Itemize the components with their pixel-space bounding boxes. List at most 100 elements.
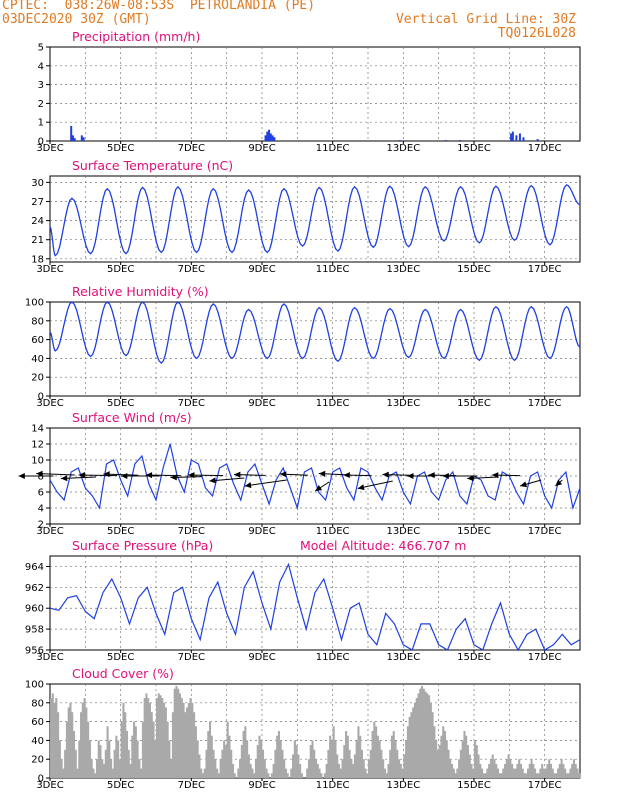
header-datetime-line: 03DEC2020 30Z (GMT) bbox=[2, 12, 151, 27]
cloud-bar bbox=[548, 759, 551, 778]
x-tick-label: 11DEC bbox=[316, 143, 350, 154]
cloud-bar bbox=[203, 768, 206, 778]
x-tick-label: 7DEC bbox=[178, 264, 205, 275]
cloud-bar bbox=[495, 763, 498, 778]
cloud-bar bbox=[458, 759, 461, 778]
x-tick-label: 17DEC bbox=[528, 652, 562, 663]
cloud-bar bbox=[258, 735, 261, 778]
cloud-bar bbox=[470, 763, 473, 778]
cloud-bar bbox=[175, 685, 178, 778]
cloud-bar bbox=[320, 773, 323, 778]
cloud-bar bbox=[539, 768, 542, 778]
x-tick-label: 9DEC bbox=[248, 264, 275, 275]
y-tick-label: 20 bbox=[31, 373, 44, 384]
cloud-bar bbox=[136, 740, 139, 778]
cloud-bar bbox=[276, 735, 279, 778]
panel-frame bbox=[49, 175, 581, 263]
x-tick-label: 7DEC bbox=[178, 526, 205, 537]
cloud-bar bbox=[277, 731, 280, 778]
cloud-bar bbox=[131, 735, 134, 778]
cloud-bar bbox=[419, 688, 422, 778]
cloud-bar bbox=[511, 763, 514, 778]
cloud-bar bbox=[207, 731, 210, 778]
y-tick-label: 10 bbox=[31, 456, 44, 467]
cloud-bar bbox=[447, 749, 450, 778]
cloud-bar bbox=[164, 707, 167, 778]
x-tick-label: 5DEC bbox=[107, 143, 134, 154]
x-tick-label: 13DEC bbox=[386, 652, 420, 663]
cloud-bar bbox=[198, 754, 201, 778]
cloud-bar bbox=[410, 712, 413, 778]
y-tick-label: 24 bbox=[31, 216, 44, 227]
cloud-bar bbox=[274, 749, 277, 778]
x-tick-label: 5DEC bbox=[107, 264, 134, 275]
panel-frame bbox=[49, 555, 581, 651]
precip-bar bbox=[518, 133, 521, 141]
y-tick-label: 12 bbox=[31, 440, 44, 451]
pressure-line bbox=[49, 562, 581, 652]
cloud-bar bbox=[168, 740, 171, 778]
cloud-bar bbox=[488, 763, 491, 778]
cloud-bar bbox=[166, 721, 169, 778]
cloud-bar bbox=[87, 721, 90, 778]
cloud-bar bbox=[145, 693, 148, 778]
cloud-bar bbox=[330, 740, 333, 778]
precip-bar bbox=[511, 131, 514, 141]
y-tick-label: 30 bbox=[31, 178, 44, 189]
cloud-bar bbox=[578, 773, 581, 778]
cloud-bar bbox=[558, 763, 561, 778]
cloud-bar bbox=[509, 759, 512, 778]
cloud-bar bbox=[380, 749, 383, 778]
cloud-bar bbox=[403, 754, 406, 778]
cloud-bar bbox=[498, 773, 501, 778]
cloud-bar bbox=[392, 731, 395, 778]
x-tick-label: 9DEC bbox=[248, 143, 275, 154]
x-tick-label: 15DEC bbox=[457, 780, 491, 791]
y-tick-label: 956 bbox=[25, 646, 44, 657]
temperature-line bbox=[49, 184, 581, 257]
wind-arrow-head bbox=[382, 471, 389, 478]
y-tick-label: 60 bbox=[31, 335, 44, 346]
cloud-bar bbox=[226, 721, 229, 778]
cloud-bar bbox=[125, 731, 129, 778]
cloud-bar bbox=[428, 695, 431, 778]
cloud-bar bbox=[491, 754, 494, 778]
cloud-bar bbox=[440, 735, 443, 778]
cloud-bar bbox=[69, 702, 72, 778]
cloud-bar bbox=[359, 735, 362, 778]
cloud-bar bbox=[348, 749, 351, 778]
cloud-bar bbox=[443, 731, 447, 778]
wind-arrow-head bbox=[60, 475, 68, 482]
precip-bar bbox=[515, 135, 518, 141]
wind-arrow-head bbox=[103, 471, 110, 478]
cloud-bar bbox=[486, 768, 489, 778]
x-tick-label: 11DEC bbox=[316, 780, 350, 791]
panel-title: Surface Wind (m/s) bbox=[72, 410, 192, 425]
cloud-bar bbox=[281, 749, 284, 778]
cloud-bar bbox=[290, 768, 293, 778]
cloud-bar bbox=[134, 726, 137, 778]
cloud-bar bbox=[103, 763, 106, 778]
cloud-bar bbox=[352, 763, 355, 778]
cloud-bar bbox=[571, 763, 574, 778]
cloud-bar bbox=[237, 768, 240, 778]
y-tick-label: 18 bbox=[31, 254, 44, 265]
cloud-bar bbox=[318, 768, 321, 778]
x-tick-label: 15DEC bbox=[457, 143, 491, 154]
x-tick-label: 13DEC bbox=[386, 264, 420, 275]
cloud-bar bbox=[244, 726, 247, 778]
y-tick-label: 0 bbox=[38, 392, 44, 403]
wind-arrow-head bbox=[78, 472, 85, 479]
y-tick-label: 27 bbox=[31, 197, 44, 208]
wind-arrow-head bbox=[442, 472, 449, 480]
cloud-bar bbox=[528, 763, 531, 778]
cloud-bar bbox=[435, 740, 438, 778]
cloud-bar bbox=[422, 688, 425, 778]
header-grid-line-info: Vertical Grid Line: 30Z bbox=[395, 12, 576, 27]
cloud-bar bbox=[129, 763, 132, 778]
cloud-bar bbox=[479, 763, 482, 778]
cloud-bar bbox=[307, 759, 310, 778]
wind-arrow-head bbox=[343, 472, 350, 479]
cloud-bar bbox=[323, 773, 326, 778]
cloud-bar bbox=[523, 773, 526, 778]
